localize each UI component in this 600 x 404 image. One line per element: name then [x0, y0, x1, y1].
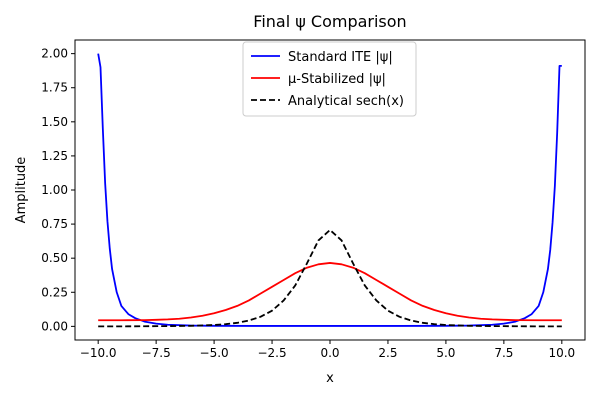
x-tick-label: 5.0 [436, 346, 455, 360]
legend-label: Standard ITE |ψ| [288, 50, 393, 65]
y-tick-label: 0.50 [41, 251, 68, 265]
y-tick-label: 0.75 [41, 217, 68, 231]
y-tick-label: 1.25 [41, 149, 68, 163]
y-tick-label: 2.00 [41, 47, 68, 61]
y-tick-label: 1.75 [41, 81, 68, 95]
y-tick-label: 1.50 [41, 115, 68, 129]
x-tick-label: 0.0 [320, 346, 339, 360]
x-tick-label: 10.0 [548, 346, 575, 360]
x-tick-label: −5.0 [200, 346, 229, 360]
x-tick-label: 7.5 [494, 346, 513, 360]
y-tick-label: 0.00 [41, 319, 68, 333]
x-tick-label: −10.0 [80, 346, 117, 360]
series-line-2 [98, 262, 562, 322]
y-axis-label: Amplitude [14, 157, 29, 224]
legend-box [242, 41, 417, 117]
x-tick-label: −7.5 [142, 346, 171, 360]
chart-title: Final ψ Comparison [253, 12, 406, 31]
plot-area: −10.0 −7.5 −5.0 −2.5 0.0 2.5 5.0 7.5 10.0 0.00 0.2… [41, 39, 586, 360]
legend: Standard ITE |ψ| μ-Stabilized |ψ| Analytic… [242, 41, 417, 117]
x-tick-label: 2.5 [378, 346, 397, 360]
y-tick-label: 0.25 [41, 285, 68, 299]
y-tick-label: 1.00 [41, 183, 68, 197]
x-axis-label: x [326, 371, 334, 386]
series-group [97, 53, 562, 328]
series-line-1 [97, 53, 562, 327]
legend-label: μ-Stabilized |ψ| [288, 72, 386, 87]
legend-label: Analytical sech(x) [288, 94, 404, 109]
x-tick-label: −2.5 [257, 346, 286, 360]
